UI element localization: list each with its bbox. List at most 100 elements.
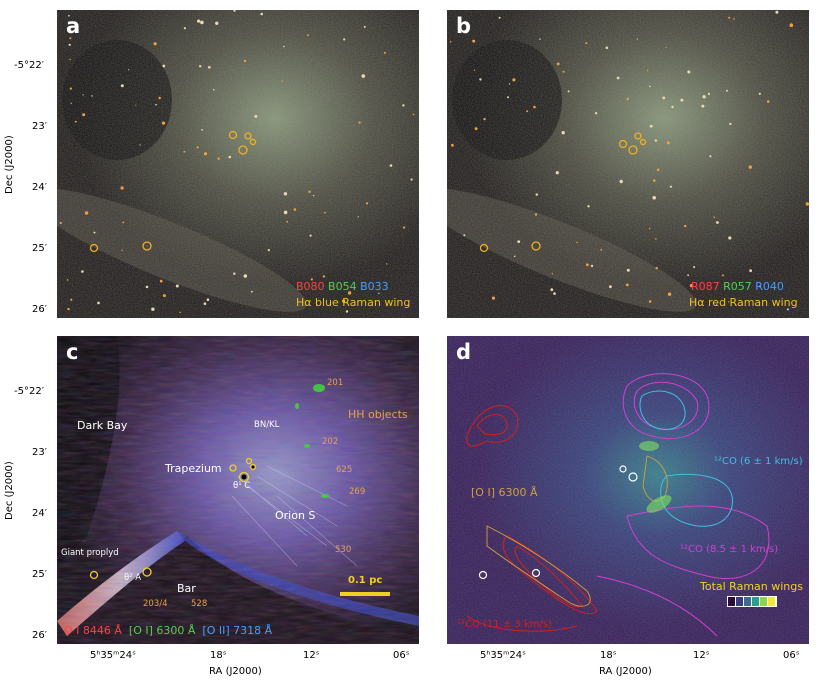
star-point: [562, 70, 565, 73]
xtick-c-24: 5ʰ35ᵐ24ˢ: [90, 650, 136, 661]
panel-a-raman-blue-image: [57, 10, 419, 318]
star-point: [324, 211, 326, 214]
star-point: [701, 104, 705, 108]
star-point: [206, 298, 210, 302]
star-point: [59, 221, 62, 225]
xtick-d-24: 5ʰ35ᵐ24ˢ: [480, 650, 526, 661]
star-point: [449, 41, 452, 43]
star-point: [689, 283, 694, 288]
star-point: [233, 272, 236, 275]
star-point: [553, 292, 556, 295]
ytick-c-26: 26′: [32, 630, 47, 641]
star-point: [70, 298, 73, 301]
star-point: [74, 120, 77, 123]
label-203-4: 203/4: [143, 599, 168, 609]
panel-c-xlabel: RA (J2000): [209, 666, 262, 677]
star-point: [283, 210, 288, 215]
star-point: [91, 95, 93, 97]
star-point: [626, 268, 630, 272]
ytick-a-22: -5°22′: [14, 60, 44, 71]
star-point: [665, 46, 667, 49]
xtick-d-06: 06ˢ: [783, 650, 800, 661]
star-point: [357, 216, 359, 218]
star-point: [310, 278, 313, 281]
star-point: [122, 221, 125, 224]
star-point: [733, 18, 735, 20]
star-point: [389, 164, 393, 167]
xtick-d-18: 18ˢ: [600, 650, 617, 661]
star-point: [687, 70, 691, 74]
star-point: [345, 310, 349, 313]
star-point: [383, 51, 386, 54]
star-point: [67, 307, 70, 311]
star-point: [162, 64, 166, 68]
label-giant-proplyd: Giant proplyd: [61, 548, 119, 558]
star-point: [175, 284, 179, 288]
star-point: [479, 78, 482, 81]
ytick-c-22: -5°22′: [14, 386, 44, 397]
star-point: [386, 263, 388, 265]
star-point: [281, 80, 283, 82]
star-point: [587, 205, 590, 208]
label-hh269: 269: [349, 487, 366, 497]
panel-c-ylabel: Dec (J2000): [4, 461, 15, 520]
star-point: [197, 19, 201, 23]
label-bn-kl: BN/KL: [254, 420, 280, 430]
label-bar: Bar: [177, 582, 196, 595]
star-point: [662, 96, 666, 100]
star-point: [93, 231, 96, 234]
star-point: [590, 264, 594, 268]
star-point: [199, 65, 202, 68]
star-point: [363, 25, 366, 28]
star-point: [728, 236, 732, 240]
legend-b033: B033: [360, 280, 389, 293]
star-point: [491, 296, 496, 300]
star-point: [217, 157, 220, 160]
star-point: [526, 110, 529, 113]
panel-d-raman-map: [447, 336, 809, 644]
star-point: [561, 131, 565, 135]
star-point: [702, 95, 706, 99]
colorbar-swatch: [736, 597, 744, 606]
panel-b-raman-red-image: [447, 10, 809, 318]
star-point: [749, 269, 752, 272]
panel-a-legend-line1: B080 B054 B033: [296, 280, 389, 293]
star-point: [183, 27, 186, 30]
star-point: [507, 96, 509, 99]
star-point: [648, 227, 651, 230]
star-point: [286, 220, 289, 223]
star-point: [666, 141, 670, 145]
star-point: [758, 285, 762, 288]
star-point: [145, 285, 149, 289]
panel-c-composite-image: [57, 336, 419, 644]
star-point: [159, 279, 163, 283]
star-point: [748, 165, 752, 169]
star-point: [215, 21, 219, 25]
panel-b-image: b R087 R057 R040 Hα red Raman wing: [447, 10, 809, 318]
star-point: [343, 38, 346, 41]
star-point: [680, 98, 684, 102]
star-point: [267, 249, 270, 252]
star-point: [183, 150, 186, 153]
panel-b-label: b: [456, 14, 472, 38]
star-point: [69, 37, 72, 40]
ytick-c-25: 25′: [32, 569, 47, 580]
star-point: [82, 94, 84, 96]
star-point: [616, 76, 620, 80]
colorbar-swatch: [728, 597, 736, 606]
star-point: [550, 288, 554, 292]
star-point: [805, 202, 809, 206]
star-point: [655, 238, 657, 240]
xtick-c-12: 12ˢ: [303, 650, 320, 661]
colorbar-swatch: [744, 597, 752, 606]
star-point: [693, 266, 696, 268]
label-dark-bay: Dark Bay: [77, 419, 128, 432]
legend-r087: R087: [691, 280, 720, 293]
star-point: [655, 266, 658, 270]
star-point: [654, 139, 658, 142]
star-point: [308, 190, 311, 193]
label-co-magenta: ¹²CO (8.5 ± 1 km/s): [680, 544, 779, 555]
star-point: [533, 105, 536, 109]
star-point: [472, 39, 476, 43]
star-point: [66, 279, 69, 281]
